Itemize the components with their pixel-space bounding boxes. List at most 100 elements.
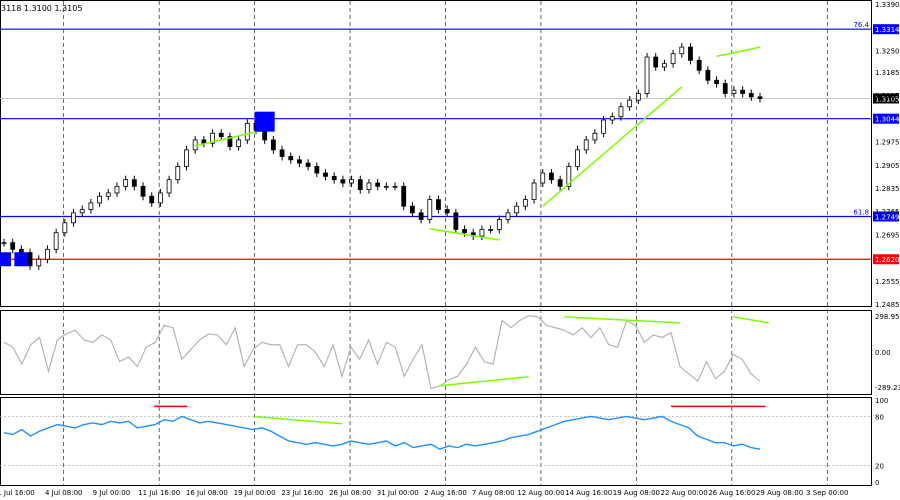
candles bbox=[1, 43, 763, 270]
candle-body bbox=[627, 99, 633, 108]
signal-marker bbox=[14, 252, 29, 267]
candle-body bbox=[392, 185, 398, 188]
candle-body bbox=[549, 172, 554, 181]
candle-body bbox=[227, 136, 233, 147]
candle-body bbox=[688, 46, 693, 61]
candle-body bbox=[140, 185, 146, 197]
candle-body bbox=[366, 182, 372, 191]
candle-body bbox=[635, 93, 641, 101]
candle-body bbox=[305, 162, 311, 167]
horizontal-levels: 1.3314 76.4 1.3044 1.2749 61.8 1.2620 1.3105 bbox=[0, 21, 900, 264]
candle-body bbox=[97, 195, 102, 204]
candle-body bbox=[479, 229, 485, 237]
y-tick-label: 1.2695 bbox=[875, 231, 900, 239]
x-tick-label: 1 Jul 16:00 bbox=[0, 489, 35, 497]
candle-body bbox=[757, 96, 763, 99]
candle-body bbox=[653, 56, 659, 68]
candle-body bbox=[375, 182, 381, 187]
candle-body bbox=[418, 212, 424, 220]
current-price-bg bbox=[873, 93, 899, 104]
candle-body bbox=[436, 199, 441, 210]
candle-body bbox=[383, 185, 389, 188]
candle-body bbox=[88, 202, 94, 210]
candle-body bbox=[218, 132, 224, 137]
y-tick-label: 1.2485 bbox=[875, 301, 900, 309]
rsi-y-tick-label: 80 bbox=[875, 413, 884, 421]
y-axis-ticks: 1.3390 1.3250 1.3185 1.3115 1.2975 1.2905 1.28… bbox=[875, 1, 900, 309]
level-label-bg bbox=[873, 24, 899, 35]
candle-body bbox=[583, 139, 589, 151]
candle-body bbox=[279, 149, 285, 157]
cci-y-tick-label: 0.00 bbox=[875, 349, 891, 357]
candle-body bbox=[505, 212, 511, 220]
rsi-indicator: 100 80 20 0 bbox=[0, 397, 888, 487]
trend-lines bbox=[195, 46, 761, 241]
y-tick-label: 1.2975 bbox=[875, 139, 900, 147]
candle-body bbox=[696, 59, 702, 71]
cci-series-line bbox=[3, 315, 761, 390]
candle-body bbox=[114, 185, 120, 194]
cci-panel-frame bbox=[0, 310, 872, 395]
candle-body bbox=[601, 119, 606, 134]
candle-body bbox=[462, 229, 467, 234]
cci-indicator: 298.9583 0.00 -289.236 bbox=[3, 313, 900, 392]
candle-body bbox=[644, 56, 650, 94]
chart-header: 3118 1.3100 1.3105 bbox=[1, 4, 82, 13]
x-tick-label: 19 Aug 08:00 bbox=[613, 489, 660, 497]
level-label: 1.3044 bbox=[875, 116, 900, 124]
candle-body bbox=[123, 179, 129, 187]
rsi-y-tick-label: 0 bbox=[875, 479, 879, 487]
candle-body bbox=[522, 199, 528, 207]
cci-divergence-line bbox=[564, 316, 680, 324]
candle-body bbox=[184, 149, 189, 167]
candle-body bbox=[297, 159, 302, 164]
x-tick-label: 2 Aug 16:00 bbox=[424, 489, 467, 497]
current-price-label: 1.3105 bbox=[875, 95, 900, 103]
y-tick-label: 1.3185 bbox=[875, 69, 900, 77]
candle-body bbox=[349, 179, 354, 184]
candle-body bbox=[1, 242, 7, 245]
candle-body bbox=[427, 199, 433, 220]
x-tick-label: 23 Jul 16:00 bbox=[281, 489, 323, 497]
candle-body bbox=[670, 53, 676, 65]
candle-body bbox=[592, 132, 598, 141]
x-tick-label: 16 Jul 08:00 bbox=[186, 489, 228, 497]
candle-body bbox=[149, 195, 155, 204]
candle-body bbox=[662, 63, 667, 68]
candle-body bbox=[105, 192, 111, 197]
candle-body bbox=[166, 179, 172, 194]
rsi-y-tick-label: 100 bbox=[875, 397, 888, 405]
candle-body bbox=[566, 166, 572, 187]
candle-body bbox=[45, 248, 50, 260]
candle-body bbox=[488, 229, 494, 231]
candle-body bbox=[575, 149, 580, 167]
blue-markers bbox=[0, 111, 275, 267]
candle-body bbox=[18, 248, 24, 254]
rsi-series-line bbox=[3, 415, 761, 450]
candle-body bbox=[514, 205, 520, 214]
candle-body bbox=[79, 209, 85, 214]
y-tick-label: 1.2835 bbox=[875, 185, 900, 193]
y-tick-label: 1.2555 bbox=[875, 278, 900, 286]
candle-body bbox=[236, 139, 242, 147]
candle-body bbox=[331, 175, 337, 181]
y-tick-label: 1.3390 bbox=[875, 1, 900, 9]
x-tick-label: 9 Jul 00:00 bbox=[93, 489, 131, 497]
candle-body bbox=[618, 106, 624, 118]
x-tick-label: 14 Aug 16:00 bbox=[565, 489, 612, 497]
x-tick-label: 26 Jul 08:00 bbox=[329, 489, 371, 497]
candle-body bbox=[158, 192, 163, 204]
price-divergence-line bbox=[195, 129, 265, 147]
candle-body bbox=[62, 222, 68, 234]
x-tick-label: 19 Jul 00:00 bbox=[234, 489, 276, 497]
x-tick-label: 3 Sep 00:00 bbox=[806, 489, 848, 497]
candle-body bbox=[679, 46, 685, 55]
candle-body bbox=[705, 69, 711, 81]
x-tick-label: 7 Aug 08:00 bbox=[472, 489, 515, 497]
x-axis-labels: 1 Jul 16:00 4 Jul 08:00 9 Jul 00:00 11 Jul … bbox=[0, 489, 848, 497]
signal-marker bbox=[254, 111, 275, 132]
price-divergence-line bbox=[542, 86, 683, 207]
fib-tag: 61.8 bbox=[853, 208, 869, 216]
candle-body bbox=[131, 179, 137, 187]
